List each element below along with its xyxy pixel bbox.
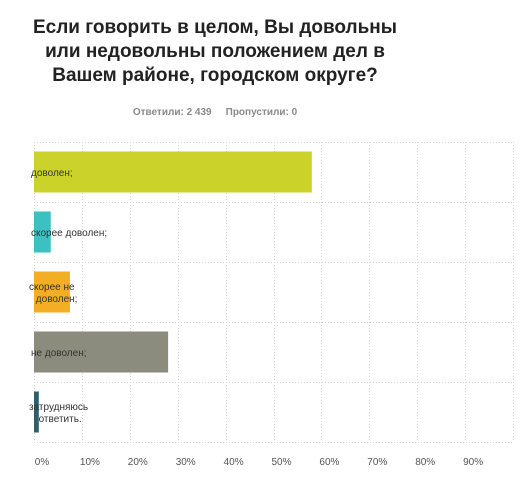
bar-0	[34, 151, 312, 193]
category-label-2-line-0: скорее не	[29, 282, 75, 293]
tick-label-3: 30%	[176, 457, 196, 468]
bars	[34, 151, 312, 433]
tick-label-0: 0%	[35, 457, 50, 468]
tick-label-7: 70%	[367, 457, 387, 468]
bar-3	[34, 331, 169, 373]
category-label-1-line-0: скорее доволен;	[31, 228, 107, 239]
response-stats: Ответили: 2 439 Пропустили: 0	[0, 107, 430, 118]
tick-label-6: 60%	[319, 457, 339, 468]
category-label-4: затрудняюсь ответить.	[29, 402, 88, 425]
grid-lines	[34, 142, 514, 443]
chart-title-line-1: Если говорить в целом, Вы довольны	[32, 17, 398, 38]
chart-title-line-2: или недовольны положением дел в	[45, 41, 385, 62]
category-label-4-line-1: ответить.	[39, 414, 82, 425]
tick-label-5: 50%	[271, 457, 291, 468]
category-labels: доволен;скорее доволен;скорее не доволен;…	[29, 168, 107, 425]
category-label-3: не доволен;	[31, 348, 87, 359]
category-label-2-line-1: доволен;	[36, 294, 78, 305]
tick-label-9: 90%	[463, 457, 483, 468]
category-label-4-line-0: затрудняюсь	[29, 402, 88, 413]
bar-4	[34, 391, 39, 433]
tick-label-8: 80%	[415, 457, 435, 468]
chart-title: Если говорить в целом, Вы довольны или н…	[0, 16, 430, 88]
category-label-1: скорее доволен;	[31, 228, 107, 239]
tick-label-4: 40%	[224, 457, 244, 468]
category-label-3-line-0: не доволен;	[31, 348, 87, 359]
skipped-count: Пропустили: 0	[225, 107, 298, 118]
category-label-0-line-0: доволен;	[31, 168, 73, 179]
tick-label-1: 10%	[80, 457, 100, 468]
bar-2	[34, 271, 70, 313]
chart-title-line-3: Вашем районе, городском округе?	[52, 65, 378, 86]
category-label-2: скорее не доволен;	[29, 282, 77, 305]
x-axis-tick-labels: 0% 10% 20% 30% 40% 50% 60% 70% 80% 90%	[35, 457, 483, 468]
answered-count: Ответили: 2 439	[132, 107, 212, 118]
category-label-0: доволен;	[31, 168, 73, 179]
tick-label-2: 20%	[128, 457, 148, 468]
bar-1	[34, 211, 51, 253]
